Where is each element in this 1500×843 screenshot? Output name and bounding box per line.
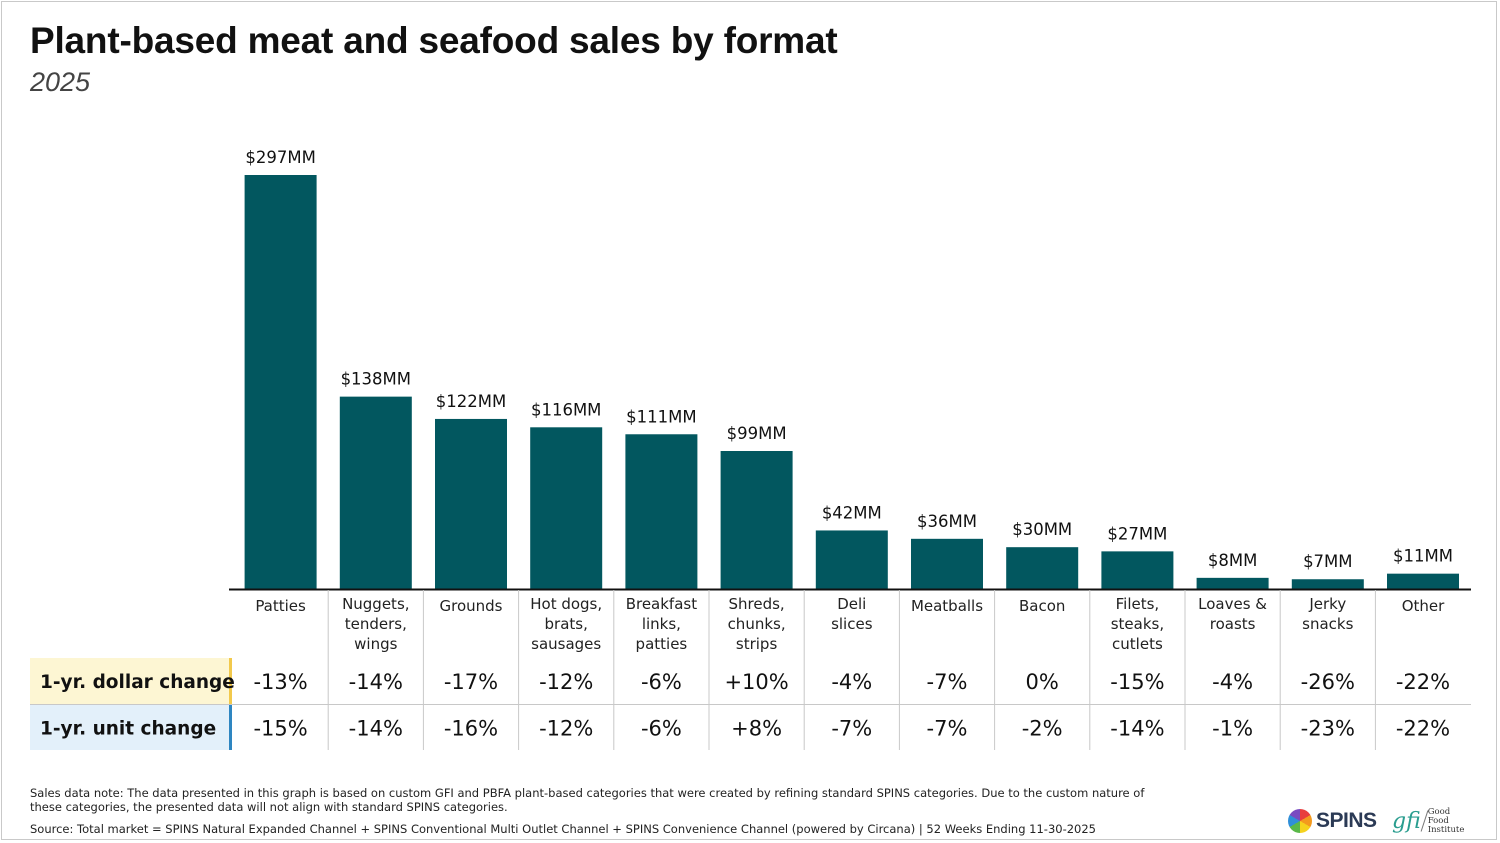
dollar-change-value: -4%: [831, 670, 872, 694]
dollar-change-value: -26%: [1301, 670, 1355, 694]
bar-value-label: $8MM: [1208, 551, 1257, 570]
spins-logo-icon: [1288, 809, 1312, 833]
category-label: Patties: [255, 597, 306, 615]
bar-value-label: $99MM: [727, 424, 787, 443]
bar-value-label: $36MM: [917, 512, 977, 531]
row-label-accent: [229, 705, 232, 750]
bar: [720, 451, 793, 589]
row-label-accent: [229, 658, 232, 704]
category-label: Filets, steaks, cutlets: [1111, 595, 1164, 653]
bar-value-label: $116MM: [531, 400, 601, 419]
sales-data-note: Sales data note: The data presented in t…: [30, 786, 1145, 814]
bar: [435, 418, 507, 589]
spins-logo-text: SPINS: [1316, 809, 1377, 832]
unit-change-value: -22%: [1396, 717, 1450, 741]
unit-change-value: -1%: [1212, 717, 1253, 741]
bar-value-label: $138MM: [341, 370, 411, 389]
bar: [1006, 547, 1079, 589]
dollar-change-value: -6%: [641, 670, 682, 694]
category-label: Deli slices: [831, 595, 873, 633]
dollar-change-label: 1-yr. dollar change: [40, 672, 235, 693]
bar-value-label: $42MM: [822, 503, 882, 522]
category-label: Loaves & roasts: [1198, 595, 1267, 633]
gfi-logo-line-2: Institute: [1427, 824, 1465, 835]
bar-value-label: $122MM: [436, 392, 506, 411]
unit-change-value: -7%: [831, 717, 872, 741]
bar: [1387, 573, 1459, 589]
dollar-change-value: -14%: [349, 670, 403, 694]
dollar-change-value: -7%: [927, 670, 968, 694]
dollar-change-value: +10%: [724, 670, 788, 694]
unit-change-value: -16%: [444, 717, 498, 741]
unit-change-value: -14%: [1110, 717, 1164, 741]
dollar-change-value: -12%: [539, 670, 593, 694]
category-label: Nuggets, tenders, wings: [342, 595, 409, 653]
dollar-change-value: -4%: [1212, 670, 1253, 694]
unit-change-value: -7%: [927, 717, 968, 741]
unit-change-value: +8%: [731, 717, 782, 741]
dollar-change-value: -15%: [1110, 670, 1164, 694]
chart-subtitle: 2025: [30, 67, 91, 97]
bar: [244, 175, 317, 589]
source-note: Source: Total market = SPINS Natural Exp…: [30, 822, 1097, 836]
gfi-logo: gfi Good Food Institute: [1392, 806, 1472, 836]
dollar-change-value: -13%: [253, 670, 307, 694]
bar: [815, 530, 888, 589]
dollar-change-value: -22%: [1396, 670, 1450, 694]
bar-value-label: $7MM: [1303, 552, 1352, 571]
chart-title: Plant-based meat and seafood sales by fo…: [30, 20, 838, 61]
dollar-change-value: -17%: [444, 670, 498, 694]
category-label: Other: [1402, 597, 1445, 615]
bar: [625, 434, 698, 589]
bar-value-label: $111MM: [626, 407, 696, 426]
category-label: Bacon: [1019, 597, 1065, 615]
category-label: Shreds, chunks, strips: [728, 595, 786, 653]
category-label: Jerky snacks: [1302, 595, 1353, 633]
category-label: Breakfast links, patties: [626, 595, 698, 653]
bar-value-label: $297MM: [245, 148, 315, 167]
unit-change-value: -23%: [1301, 717, 1355, 741]
bar-value-label: $30MM: [1012, 520, 1072, 539]
gfi-logo-text: Good Food Institute: [1427, 806, 1472, 835]
bar: [1196, 577, 1269, 589]
bar: [1101, 551, 1174, 589]
unit-change-value: -6%: [641, 717, 682, 741]
dollar-change-value: 0%: [1026, 670, 1059, 694]
unit-change-label: 1-yr. unit change: [40, 719, 216, 740]
bar: [339, 396, 412, 589]
gfi-logo-mark: gfi: [1392, 808, 1421, 834]
bar-value-label: $27MM: [1107, 524, 1167, 543]
unit-change-value: -12%: [539, 717, 593, 741]
unit-change-value: -15%: [253, 717, 307, 741]
unit-change-value: -2%: [1022, 717, 1063, 741]
gfi-logo-line-1: Good Food: [1427, 806, 1451, 826]
category-label: Hot dogs, brats, sausages: [530, 595, 602, 653]
bar: [1291, 579, 1364, 589]
category-label: Meatballs: [911, 597, 983, 615]
unit-change-value: -14%: [349, 717, 403, 741]
bar-value-label: $11MM: [1393, 547, 1453, 566]
row-label-cell: [30, 705, 229, 750]
category-label: Grounds: [440, 597, 503, 615]
row-label-cell: [30, 658, 229, 704]
bar: [911, 538, 983, 589]
spins-logo: SPINS: [1288, 806, 1380, 836]
bar: [530, 427, 603, 589]
